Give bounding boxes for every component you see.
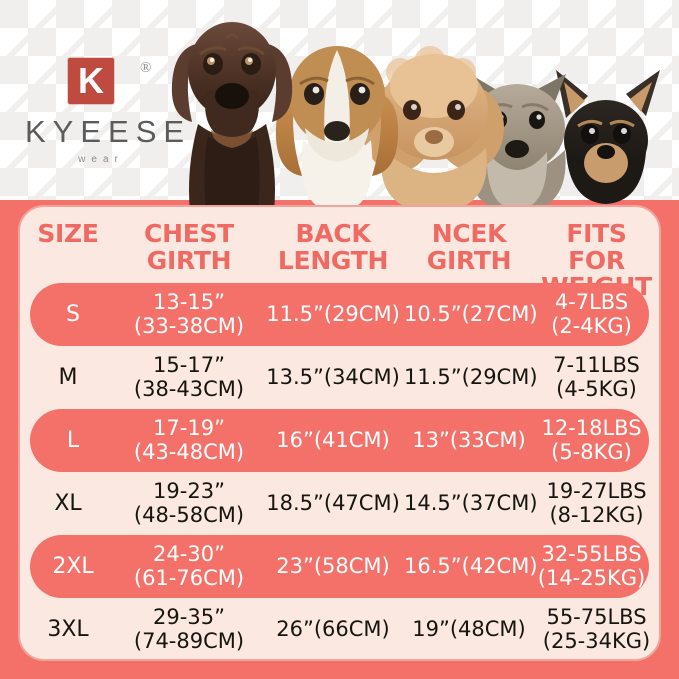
- size-label: 2XL: [52, 553, 94, 579]
- value-line-2: (2-4KG): [551, 313, 632, 338]
- row-cell-fits-weight: 12-18LBS (5-8KG): [534, 415, 649, 465]
- row-cell-fits-weight: 7-11LBS (4-5KG): [534, 352, 659, 402]
- column-header-chest-girth: CHEST GIRTH: [144, 219, 234, 275]
- value-line-1: 10.5”(27CM): [404, 301, 538, 326]
- value-line-1: 19-23”: [153, 478, 225, 503]
- dog-doberman: [171, 22, 293, 212]
- row-cell-back-length: 18.5”(47CM): [262, 490, 404, 516]
- table-row: M 15-17” (38-43CM) 13.5”(34CM) 11.5”(29CM) 7-…: [20, 346, 659, 409]
- value-line-1: 13”(33CM): [412, 427, 526, 452]
- value-line-1: 4-7LBS: [554, 289, 629, 314]
- size-table: SIZE CHEST GIRTH BACK LENGTH NCEK GIRTH …: [20, 207, 659, 659]
- value-line-2: (38-43CM): [133, 376, 245, 401]
- table-row: 2XL 24-30” (61-76CM) 23”(58CM) 16.5”(42CM) 32…: [30, 535, 649, 598]
- value-line-1: 32-55LBS: [541, 541, 642, 566]
- brand-name: KYEESE: [25, 114, 192, 149]
- row-cell-size: S: [30, 302, 116, 327]
- value-line-1: 17-19”: [153, 415, 225, 440]
- value-line-2: (43-48CM): [133, 439, 245, 464]
- row-cell-fits-weight: 19-27LBS (8-12KG): [534, 478, 659, 528]
- value-line-2: (74-89CM): [133, 628, 245, 653]
- row-cell-chest-girth: 17-19” (43-48CM): [116, 415, 262, 465]
- table-row: L 17-19” (43-48CM) 16”(41CM) 13”(33CM) 12-18L…: [30, 409, 649, 472]
- size-label: 3XL: [47, 616, 89, 642]
- value-line-1: 11.5”(29CM): [266, 301, 400, 326]
- value-line-1: 24-30”: [153, 541, 225, 566]
- column-header-back-length: BACK LENGTH: [277, 219, 389, 275]
- row-cell-neck-girth: 11.5”(29CM): [404, 364, 538, 390]
- value-line-1: 23”(58CM): [276, 553, 390, 578]
- row-cell-neck-girth: 10.5”(27CM): [404, 301, 538, 327]
- value-line-1: 12-18LBS: [541, 415, 642, 440]
- table-row: S 13-15” (33-38CM) 11.5”(29CM) 10.5”(27CM) 4-…: [30, 283, 649, 346]
- row-cell-chest-girth: 15-17” (38-43CM): [116, 352, 262, 402]
- row-cell-back-length: 11.5”(29CM): [262, 301, 404, 327]
- row-cell-fits-weight: 4-7LBS (2-4KG): [534, 289, 649, 339]
- value-line-1: 7-11LBS: [553, 352, 640, 377]
- logo-mark-row: K ®: [18, 58, 178, 108]
- value-line-2: (8-12KG): [549, 502, 644, 527]
- row-cell-chest-girth: 29-35” (74-89CM): [116, 604, 262, 654]
- dog-photo-group: [0, 0, 679, 212]
- value-line-1: 26”(66CM): [276, 616, 390, 641]
- value-line-1: 14.5”(37CM): [404, 490, 538, 515]
- logo-square-icon: K: [68, 58, 114, 104]
- value-line-2: (14-25KG): [537, 565, 646, 590]
- brand-tagline: wear: [78, 154, 124, 165]
- row-cell-size: 3XL: [20, 617, 116, 642]
- value-line-2: (4-5KG): [556, 376, 637, 401]
- row-cell-fits-weight: 32-55LBS (14-25KG): [534, 541, 649, 591]
- registered-trademark-icon: ®: [140, 60, 152, 76]
- value-line-1: 19-27LBS: [546, 478, 647, 503]
- size-label: L: [66, 427, 80, 453]
- value-line-1: 55-75LBS: [546, 604, 647, 629]
- column-header-neck-girth: NCEK GIRTH: [426, 219, 512, 275]
- value-line-1: 11.5”(29CM): [404, 364, 538, 389]
- value-line-2: (48-58CM): [133, 502, 245, 527]
- table-row: 3XL 29-35” (74-89CM) 26”(66CM) 19”(48CM) 55-7…: [20, 598, 659, 659]
- table-body: S 13-15” (33-38CM) 11.5”(29CM) 10.5”(27CM) 4-…: [20, 283, 659, 659]
- row-cell-chest-girth: 13-15” (33-38CM): [116, 289, 262, 339]
- value-line-1: 18.5”(47CM): [266, 490, 400, 515]
- row-cell-fits-weight: 55-75LBS (25-34KG): [534, 604, 659, 654]
- row-cell-size: XL: [20, 491, 116, 516]
- value-line-1: 16”(41CM): [276, 427, 390, 452]
- table-row: XL 19-23” (48-58CM) 18.5”(47CM) 14.5”(37CM) 1…: [20, 472, 659, 535]
- dog-beagle: [275, 46, 399, 212]
- size-label: S: [66, 301, 80, 327]
- value-line-2: (61-76CM): [133, 565, 245, 590]
- row-cell-back-length: 13.5”(34CM): [262, 364, 404, 390]
- value-line-1: 19”(48CM): [412, 616, 526, 641]
- value-line-1: 13.5”(34CM): [266, 364, 400, 389]
- size-label: XL: [54, 490, 82, 516]
- value-line-2: (25-34KG): [542, 628, 651, 653]
- size-label: M: [58, 364, 78, 390]
- dog-chihuahua: [556, 70, 660, 204]
- row-cell-back-length: 26”(66CM): [262, 616, 404, 642]
- value-line-1: 16.5”(42CM): [404, 553, 538, 578]
- row-cell-neck-girth: 13”(33CM): [404, 427, 534, 453]
- row-cell-size: 2XL: [30, 554, 116, 579]
- row-cell-chest-girth: 24-30” (61-76CM): [116, 541, 262, 591]
- table-header-row: SIZE CHEST GIRTH BACK LENGTH NCEK GIRTH …: [20, 207, 659, 300]
- row-cell-back-length: 16”(41CM): [262, 427, 404, 453]
- row-cell-chest-girth: 19-23” (48-58CM): [116, 478, 262, 528]
- value-line-1: 15-17”: [153, 352, 225, 377]
- size-chart-card: SIZE CHEST GIRTH BACK LENGTH NCEK GIRTH …: [18, 205, 661, 661]
- value-line-1: 13-15”: [153, 289, 225, 314]
- row-cell-back-length: 23”(58CM): [262, 553, 404, 579]
- row-cell-neck-girth: 14.5”(37CM): [404, 490, 538, 516]
- value-line-2: (33-38CM): [133, 313, 245, 338]
- hero-banner: K ® KYEESE wear: [0, 0, 679, 212]
- row-cell-size: M: [20, 365, 116, 390]
- logo-letter: K: [78, 60, 104, 101]
- brand-logo: K ® KYEESE wear: [18, 58, 192, 165]
- column-header-size: SIZE: [37, 219, 99, 248]
- row-cell-size: L: [30, 428, 116, 453]
- value-line-2: (5-8KG): [551, 439, 632, 464]
- row-cell-neck-girth: 16.5”(42CM): [404, 553, 538, 579]
- value-line-1: 29-35”: [153, 604, 225, 629]
- row-cell-neck-girth: 19”(48CM): [404, 616, 534, 642]
